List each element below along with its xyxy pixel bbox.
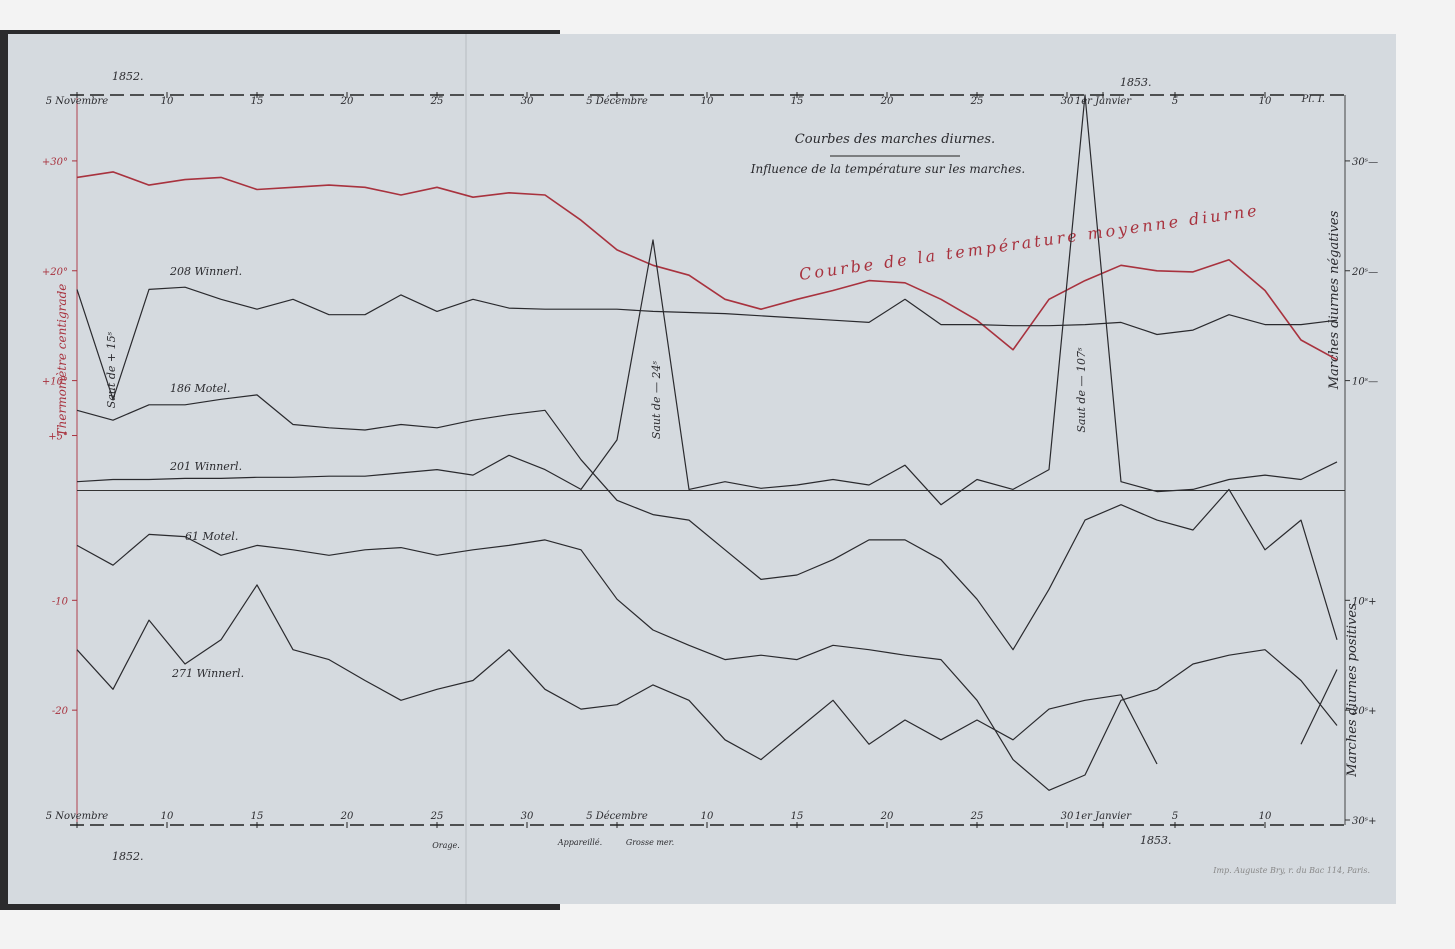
x-tick-label: 5 Décembre	[586, 96, 648, 107]
x-tick-label: 10	[701, 96, 714, 107]
x-tick-label: 30	[1061, 811, 1074, 822]
x-tick-label: 25	[970, 96, 984, 107]
x-tick-label: 5	[1172, 96, 1178, 107]
year-label: 1852.	[112, 850, 144, 863]
x-tick-label: 30	[1061, 96, 1074, 107]
x-tick-label: 15	[791, 811, 804, 822]
x-tick-label: 5 Novembre	[46, 96, 109, 107]
plate: Pl. I.	[1301, 94, 1325, 105]
x-tick-label: 25	[430, 811, 444, 822]
year-label: 1853.	[1140, 834, 1172, 847]
year-label: 1852.	[112, 70, 144, 83]
annotation: Appareillé.	[557, 838, 602, 847]
imprint: Imp. Auguste Bry, r. du Bac 114, Paris.	[1212, 866, 1370, 875]
x-tick-label: 5 Novembre	[46, 811, 109, 822]
y-tick-label: -20	[52, 706, 69, 717]
x-tick-label: 15	[791, 96, 804, 107]
y-tick-label: +5°	[48, 432, 68, 443]
series-line	[76, 94, 1338, 506]
y2-axis-label: Marches diurnes négatives	[1327, 210, 1342, 390]
series-label: 61 Motel.	[185, 530, 238, 543]
series-line	[76, 171, 1338, 361]
x-tick-label: 15	[251, 811, 264, 822]
subtitle: Influence de la température sur les marc…	[750, 162, 1025, 176]
x-tick-label: 15	[251, 96, 264, 107]
annotation: Saut de — 107ˢ	[1075, 347, 1088, 433]
x-tick-label: 10	[161, 96, 174, 107]
y2-tick-label: 20ˢ—	[1351, 267, 1378, 278]
x-tick-label: 1er Janvier	[1075, 811, 1132, 822]
y-axis-label: Thermomètre centigrade	[55, 284, 69, 437]
x-tick-label: 5	[1172, 811, 1178, 822]
year-label: 1853.	[1120, 76, 1152, 89]
annotation: Saut de + 15ˢ	[105, 331, 118, 408]
y-tick-label: -10	[52, 596, 69, 607]
x-tick-label: 20	[880, 96, 894, 107]
x-tick-label: 1er Janvier	[1075, 96, 1132, 107]
x-tick-label: 25	[430, 96, 444, 107]
series-label: 271 Winnerl.	[171, 667, 244, 680]
x-tick-label: 30	[521, 811, 534, 822]
series-line	[76, 533, 1338, 791]
series-label: 208 Winnerl.	[169, 265, 242, 278]
annotation: Orage.	[432, 841, 460, 850]
title: Courbes des marches diurnes.	[795, 132, 995, 147]
y2-tick-label: 20ˢ+	[1351, 706, 1376, 717]
x-tick-label: 10	[1259, 96, 1272, 107]
annotation: Grosse mer.	[626, 838, 674, 847]
series-line	[76, 286, 1338, 400]
x-tick-label: 30	[521, 96, 534, 107]
y2-tick-label: 10ˢ+	[1352, 596, 1376, 607]
x-tick-label: 10	[161, 811, 174, 822]
y2-tick-label: 10ˢ—	[1352, 377, 1378, 388]
y-tick-label: +10°	[42, 377, 68, 388]
y-tick-label: +30°	[42, 157, 68, 168]
series-line	[76, 394, 1338, 651]
series-label: 186 Motel.	[170, 382, 230, 395]
y2-tick-label: 30ˢ—	[1352, 157, 1378, 168]
x-tick-label: 25	[970, 811, 984, 822]
y2-tick-label: 30ˢ+	[1352, 816, 1376, 827]
y2-axis-label: Marches diurnes positives	[1345, 603, 1360, 778]
series-label: 201 Winnerl.	[169, 460, 242, 473]
x-tick-label: 20	[340, 811, 354, 822]
x-tick-label: 10	[701, 811, 714, 822]
x-tick-label: 5 Décembre	[586, 811, 648, 822]
x-tick-label: 20	[340, 96, 354, 107]
y-tick-label: +20°	[42, 267, 68, 278]
x-tick-label: 10	[1259, 811, 1272, 822]
x-tick-label: 20	[880, 811, 894, 822]
paper	[8, 34, 1396, 904]
annotation: Saut de — 24ˢ	[650, 361, 663, 440]
series-line	[76, 584, 1338, 765]
